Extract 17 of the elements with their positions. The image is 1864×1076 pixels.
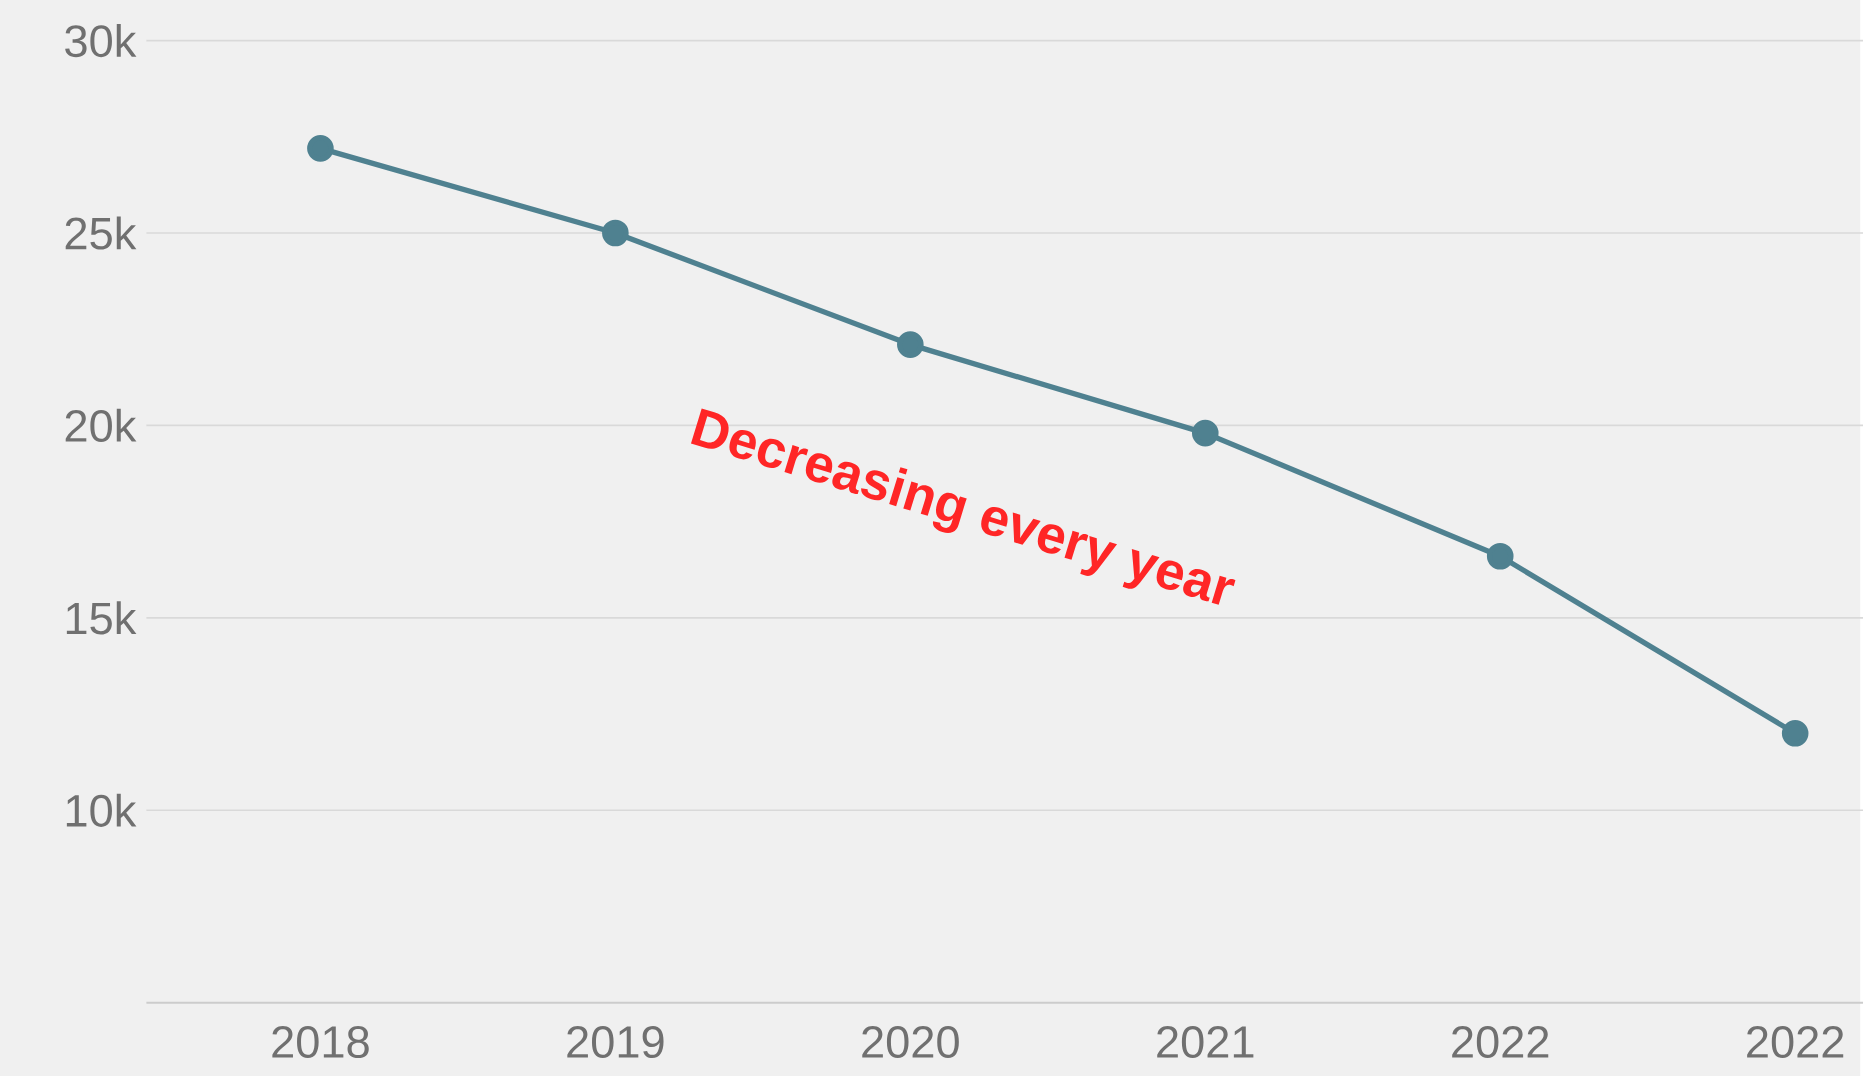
y-tick-label: 10k (66, 793, 137, 827)
x-tick-label: 2022 (1747, 1026, 1844, 1059)
point (1191, 419, 1219, 447)
y-tick-label: 30k (65, 24, 137, 58)
y-tick-label: 15k (66, 601, 137, 635)
point (1486, 543, 1514, 570)
x-tick-label: 2022 (1452, 1026, 1549, 1059)
x-tick-label: 2020 (862, 1026, 959, 1059)
x-tick-label: 2019 (567, 1026, 664, 1059)
point (602, 219, 629, 247)
x-tick-label: 2018 (272, 1026, 369, 1059)
point (897, 331, 924, 358)
point (307, 135, 334, 162)
x-tick-label: 2021 (1157, 1026, 1254, 1059)
point (1781, 720, 1809, 747)
y-tick-label: 25k (65, 216, 137, 250)
y-tick-label: 20k (65, 408, 137, 443)
